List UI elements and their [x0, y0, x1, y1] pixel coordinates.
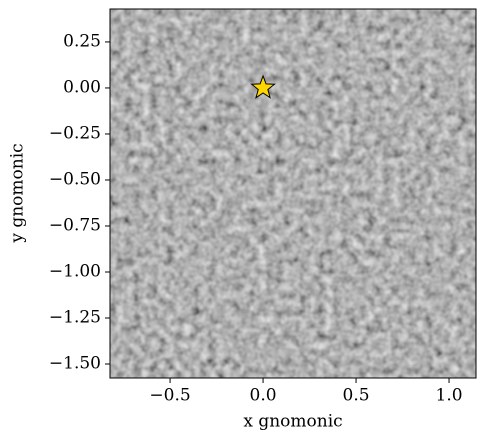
star-marker — [250, 74, 276, 99]
x-tick-label: 0.5 — [343, 386, 370, 406]
pattern-texture — [110, 9, 476, 378]
y-axis-label: y gnomonic — [8, 143, 28, 243]
y-tick-label: 0.25 — [63, 31, 101, 51]
y-tick-label: −1.25 — [49, 308, 101, 328]
y-tick-label: 0.00 — [63, 77, 101, 97]
y-tick-label: −0.25 — [49, 123, 101, 143]
y-tick-label: −1.50 — [49, 354, 101, 374]
x-axis-label: x gnomonic — [243, 412, 342, 432]
x-tick-label: 0.0 — [250, 386, 277, 406]
x-tick-label: −0.5 — [149, 386, 190, 406]
x-tick-label: 1.0 — [436, 386, 463, 406]
y-tick-label: −0.50 — [49, 169, 101, 189]
plot-frame — [109, 8, 477, 379]
y-tick-label: −1.00 — [49, 261, 101, 281]
y-tick-label: −0.75 — [49, 215, 101, 235]
